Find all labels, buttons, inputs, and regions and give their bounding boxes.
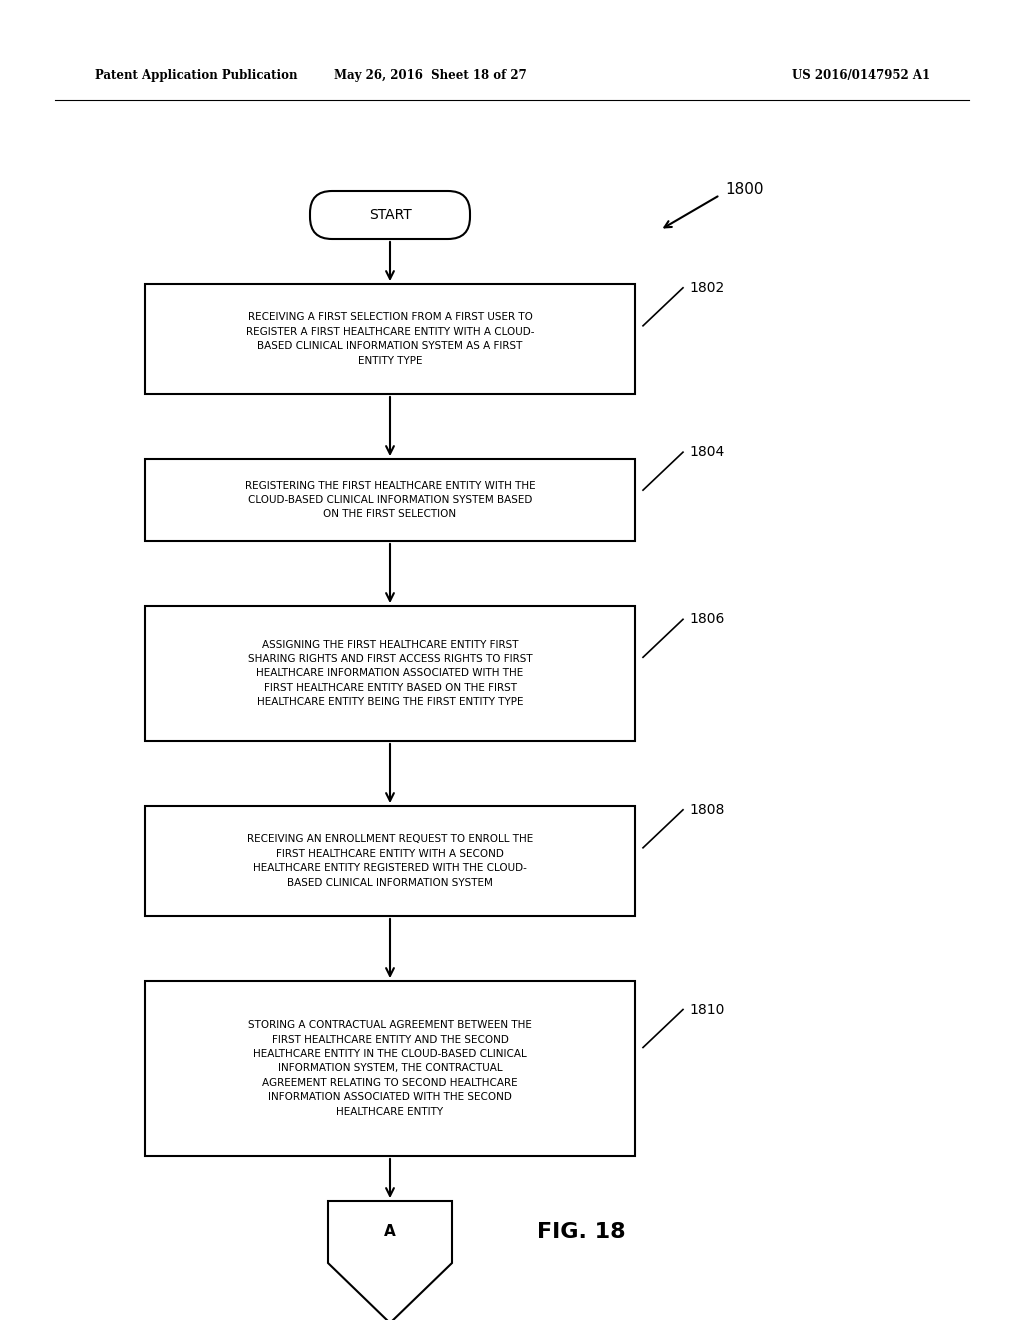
Text: REGISTERING THE FIRST HEALTHCARE ENTITY WITH THE
CLOUD-BASED CLINICAL INFORMATIO: REGISTERING THE FIRST HEALTHCARE ENTITY … xyxy=(245,480,536,519)
Text: 1808: 1808 xyxy=(689,803,724,817)
Text: 1810: 1810 xyxy=(689,1002,724,1016)
Text: US 2016/0147952 A1: US 2016/0147952 A1 xyxy=(792,69,930,82)
FancyBboxPatch shape xyxy=(145,807,635,916)
Text: 1806: 1806 xyxy=(689,612,724,626)
Text: ASSIGNING THE FIRST HEALTHCARE ENTITY FIRST
SHARING RIGHTS AND FIRST ACCESS RIGH: ASSIGNING THE FIRST HEALTHCARE ENTITY FI… xyxy=(248,640,532,708)
FancyBboxPatch shape xyxy=(145,284,635,393)
Text: RECEIVING AN ENROLLMENT REQUEST TO ENROLL THE
FIRST HEALTHCARE ENTITY WITH A SEC: RECEIVING AN ENROLLMENT REQUEST TO ENROL… xyxy=(247,834,534,887)
Text: 1802: 1802 xyxy=(689,281,724,294)
FancyBboxPatch shape xyxy=(145,459,635,541)
Text: FIG. 18: FIG. 18 xyxy=(537,1222,626,1242)
FancyBboxPatch shape xyxy=(310,191,470,239)
Text: RECEIVING A FIRST SELECTION FROM A FIRST USER TO
REGISTER A FIRST HEALTHCARE ENT: RECEIVING A FIRST SELECTION FROM A FIRST… xyxy=(246,313,535,366)
Text: 1804: 1804 xyxy=(689,445,724,459)
FancyBboxPatch shape xyxy=(145,981,635,1156)
FancyBboxPatch shape xyxy=(145,606,635,741)
Text: May 26, 2016  Sheet 18 of 27: May 26, 2016 Sheet 18 of 27 xyxy=(334,69,526,82)
Text: STORING A CONTRACTUAL AGREEMENT BETWEEN THE
FIRST HEALTHCARE ENTITY AND THE SECO: STORING A CONTRACTUAL AGREEMENT BETWEEN … xyxy=(248,1020,531,1117)
Text: START: START xyxy=(369,209,412,222)
Polygon shape xyxy=(328,1201,452,1320)
Text: 1800: 1800 xyxy=(725,182,764,198)
Text: Patent Application Publication: Patent Application Publication xyxy=(95,69,298,82)
Text: A: A xyxy=(384,1225,396,1239)
